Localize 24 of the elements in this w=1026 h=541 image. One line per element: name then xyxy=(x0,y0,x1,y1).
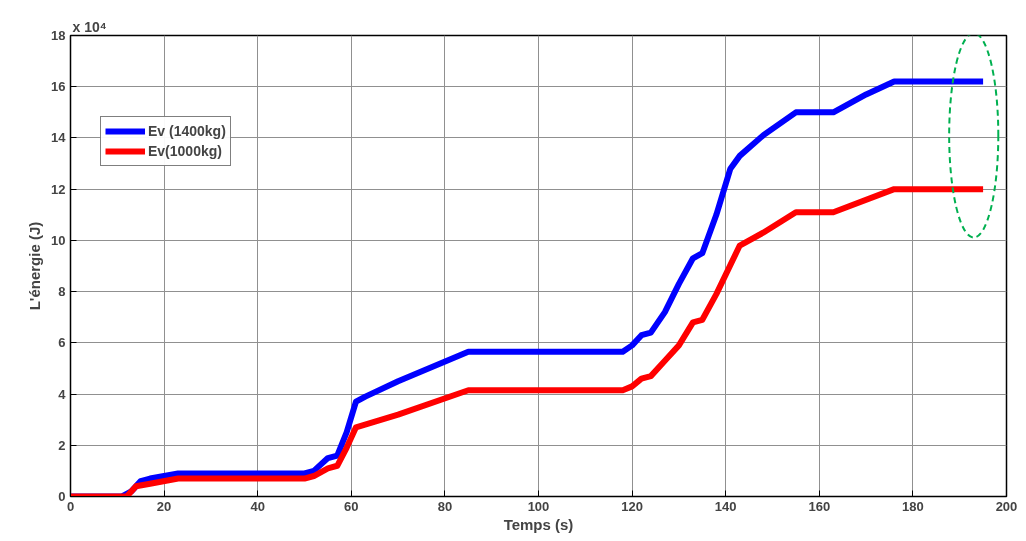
x-tick-label: 140 xyxy=(714,498,737,514)
y-axis-title: L'énergie (J) xyxy=(26,221,44,311)
y-tick-label: 16 xyxy=(51,79,66,95)
legend-label: Ev(1000kg) xyxy=(148,143,222,159)
text: x 10⁴ xyxy=(72,18,107,35)
y-tick-label: 8 xyxy=(58,284,66,300)
x-tick-label: 80 xyxy=(437,498,453,514)
x-tick-label: 200 xyxy=(995,498,1018,514)
x-tick-label: 60 xyxy=(344,498,359,514)
y-tick-label: 4 xyxy=(58,386,67,402)
legend-label: Ev (1400kg) xyxy=(148,123,226,139)
x-tick-label: 20 xyxy=(156,498,172,514)
x-axis-title: Temps (s) xyxy=(503,515,574,533)
y-tick-label: 10 xyxy=(51,232,66,248)
y-tick-label: 6 xyxy=(58,335,66,351)
x-tick-label: 180 xyxy=(902,498,924,514)
x-tick-label: 100 xyxy=(527,498,550,514)
y-tick-label: 2 xyxy=(58,437,66,453)
x-tick-label: 120 xyxy=(621,498,643,514)
x-tick-label: 40 xyxy=(250,498,265,514)
x-tick-label: 160 xyxy=(808,498,831,514)
y-tick-label: 18 xyxy=(51,28,66,43)
y-tick-label: 12 xyxy=(51,181,66,197)
y-tick-label: 14 xyxy=(51,130,67,146)
